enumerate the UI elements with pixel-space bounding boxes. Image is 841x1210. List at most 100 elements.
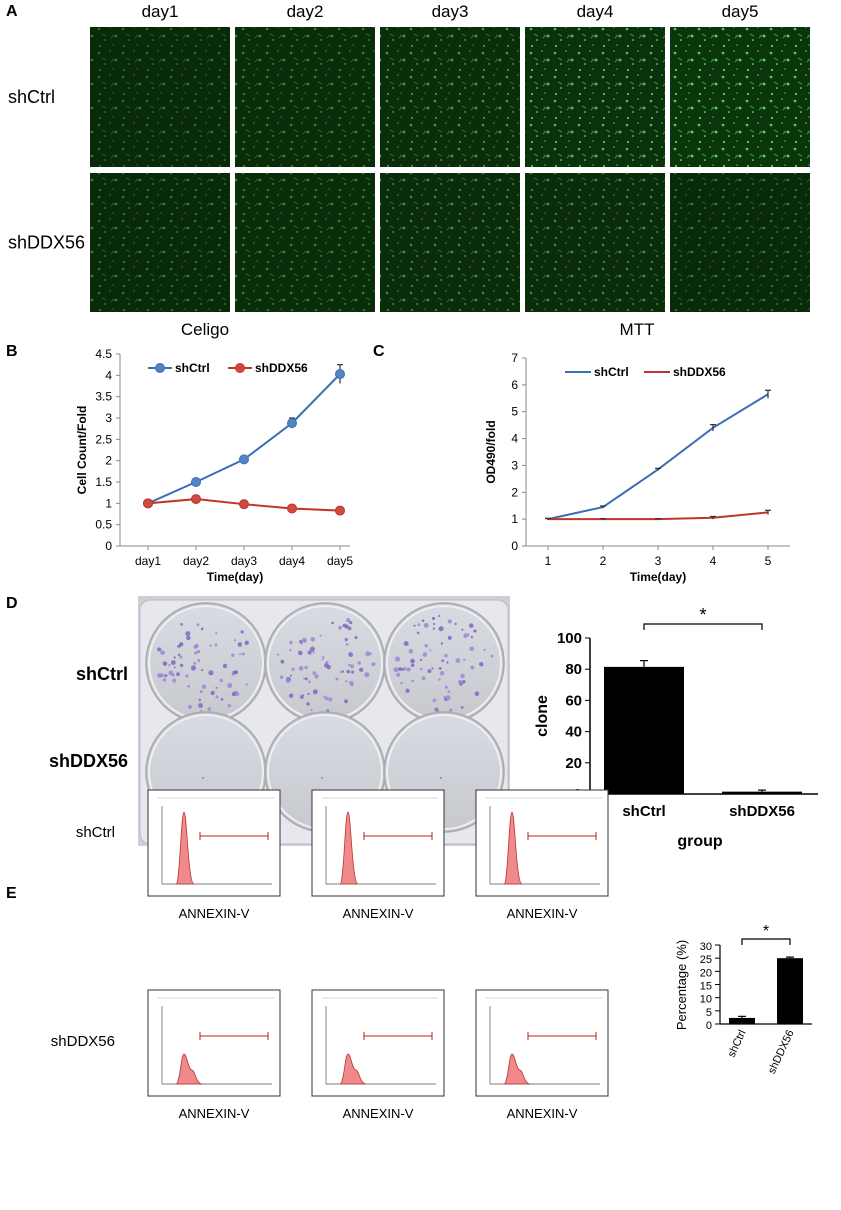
legend-marker-shctrl bbox=[155, 363, 165, 373]
chartC-xtick-label: 5 bbox=[765, 554, 772, 568]
column-header-day2: day2 bbox=[287, 2, 324, 21]
chart-c-xlabel: Time(day) bbox=[630, 570, 686, 584]
chartB-xtick-label: day2 bbox=[183, 554, 209, 568]
chart-c-legend: shCtrl shDDX56 bbox=[565, 365, 726, 379]
panel-a-micrographs: day1 day2 day3 day4 day5 shCtrl shDDX56 bbox=[8, 2, 810, 312]
row-label-shddx56-e: shDDX56 bbox=[51, 1033, 115, 1050]
chartB-xtick-label: day1 bbox=[135, 554, 161, 568]
chartE-ytick-label: 15 bbox=[700, 981, 712, 993]
chartE-bar-shddx56 bbox=[777, 958, 803, 1024]
micrograph-shctrl-day1 bbox=[90, 27, 230, 167]
chartD-xtick-label: shDDX56 bbox=[729, 803, 795, 820]
chart-d-ylabel: clone bbox=[534, 695, 551, 737]
chartC-ytick-label: 6 bbox=[511, 378, 518, 392]
chart-e-ylabel: Percentage (%) bbox=[674, 940, 689, 1030]
chart-c-ylabel: OD490/fold bbox=[484, 420, 498, 483]
chartB-ytick-label: 4 bbox=[105, 368, 112, 382]
flow-histogram-shctrl-2: ANNEXIN-V bbox=[311, 789, 445, 921]
chartC-ytick-label: 0 bbox=[511, 539, 518, 553]
chartC-xtick-label: 4 bbox=[710, 554, 717, 568]
flow-histogram-shctrl-3: ANNEXIN-V bbox=[475, 789, 609, 921]
chart-b-xlabel: Time(day) bbox=[207, 570, 263, 584]
chartE-ytick-label: 5 bbox=[706, 1007, 712, 1019]
micrograph-shctrl-day5 bbox=[670, 27, 810, 167]
chartD-significance-star: * bbox=[699, 605, 706, 625]
column-header-day3: day3 bbox=[432, 2, 469, 21]
chartC-ytick-label: 7 bbox=[511, 351, 518, 365]
chartB-point-shddx56 bbox=[335, 505, 345, 516]
row-label-shctrl-e: shCtrl bbox=[76, 824, 115, 841]
flow-histogram-shddx56-2: ANNEXIN-V bbox=[311, 989, 445, 1121]
chartD-ytick-label: 40 bbox=[565, 724, 582, 741]
histogram-xlabel: ANNEXIN-V bbox=[179, 906, 250, 921]
row-label-shddx56: shDDX56 bbox=[49, 751, 128, 771]
histogram-xlabel: ANNEXIN-V bbox=[507, 1106, 578, 1121]
legend-shctrl: shCtrl bbox=[175, 361, 210, 375]
chartB-line-shctrl bbox=[147, 373, 341, 505]
chartB-point-shctrl bbox=[239, 454, 249, 465]
culture-dish-shctrl-2 bbox=[264, 602, 386, 724]
row-label-shctrl: shCtrl bbox=[76, 664, 128, 684]
chartB-ytick-label: 0.5 bbox=[95, 518, 112, 532]
chartC-line-shctrl bbox=[547, 393, 769, 521]
chartE-ytick-label: 0 bbox=[706, 1020, 712, 1032]
panel-label-b: B bbox=[6, 343, 18, 360]
chartE-bar-shctrl bbox=[729, 1017, 755, 1024]
chartC-xtick-label: 2 bbox=[600, 554, 607, 568]
chartB-ytick-label: 1.5 bbox=[95, 475, 112, 489]
chartB-xtick-label: day5 bbox=[327, 554, 353, 568]
row-label-shctrl: shCtrl bbox=[8, 87, 55, 107]
culture-dish-shctrl-1 bbox=[145, 602, 267, 724]
chartB-point-shddx56 bbox=[239, 499, 249, 510]
panel-label-d: D bbox=[6, 595, 18, 612]
micrograph-shctrl-day3 bbox=[380, 27, 520, 167]
chartC-ytick-label: 5 bbox=[511, 405, 518, 419]
panel-label-e: E bbox=[6, 885, 17, 902]
chartB-ytick-label: 1 bbox=[105, 496, 112, 510]
chartC-ytick-label: 1 bbox=[511, 512, 518, 526]
chartD-bar-shddx56 bbox=[722, 791, 802, 794]
micrograph-shddx56-day2 bbox=[235, 173, 375, 312]
chartE-ytick-label: 25 bbox=[700, 954, 712, 966]
flow-histogram-shddx56-3: ANNEXIN-V bbox=[475, 989, 609, 1121]
micrograph-shctrl-day4 bbox=[525, 27, 665, 167]
chart-d-xlabel: group bbox=[677, 833, 723, 850]
chartB-point-shctrl bbox=[287, 418, 297, 429]
chartD-ytick-label: 20 bbox=[565, 755, 582, 772]
legend-shddx56: shDDX56 bbox=[673, 365, 726, 379]
histogram-xlabel: ANNEXIN-V bbox=[507, 906, 578, 921]
chartB-ytick-label: 0 bbox=[105, 539, 112, 553]
panel-label-c: C bbox=[373, 343, 385, 360]
chartE-significance-bracket bbox=[741, 938, 791, 945]
chartB-ytick-label: 2.5 bbox=[95, 432, 112, 446]
chartD-bar-shctrl bbox=[604, 666, 684, 794]
micrograph-shddx56-day1 bbox=[90, 173, 230, 312]
column-header-day1: day1 bbox=[142, 2, 179, 21]
chartB-point-shddx56 bbox=[287, 503, 297, 514]
chartD-ytick-label: 80 bbox=[565, 661, 582, 678]
chartC-xtick-label: 3 bbox=[655, 554, 662, 568]
method-label-celigo: Celigo bbox=[181, 320, 229, 339]
method-label-mtt: MTT bbox=[620, 320, 655, 339]
chart-b-cell-count: 0 0.5 1 1.5 2 2.5 3 3.5 4 4.5 day1 day2 day3 day4 day5… bbox=[75, 347, 353, 584]
chartB-xtick-label: day3 bbox=[231, 554, 257, 568]
flow-histogram-shctrl-1: ANNEXIN-V bbox=[147, 789, 281, 921]
column-header-day4: day4 bbox=[577, 2, 614, 21]
chartD-xtick-label: shCtrl bbox=[622, 803, 665, 820]
chartB-xtick-label: day4 bbox=[279, 554, 305, 568]
flow-cytometry-histograms: ANNEXIN-V ANNEXIN-V ANNEXIN-V ANNEXIN-V ANNE… bbox=[147, 789, 609, 1121]
chartE-ytick-label: 10 bbox=[700, 994, 712, 1006]
panel-label-a: A bbox=[6, 3, 18, 20]
chartC-ytick-label: 2 bbox=[511, 485, 518, 499]
chartD-ytick-label: 100 bbox=[557, 630, 582, 647]
flow-histogram-shddx56-1: ANNEXIN-V bbox=[147, 989, 281, 1121]
chartB-point-shddx56 bbox=[191, 494, 201, 505]
chartD-ytick-label: 60 bbox=[565, 692, 582, 709]
chartE-xtick-label: shDDX56 bbox=[766, 1028, 797, 1076]
chartB-ytick-label: 3 bbox=[105, 411, 112, 425]
chart-b-ylabel: Cell Count/Fold bbox=[75, 406, 89, 495]
histogram-xlabel: ANNEXIN-V bbox=[343, 1106, 414, 1121]
micrograph-shddx56-day5 bbox=[670, 173, 810, 312]
